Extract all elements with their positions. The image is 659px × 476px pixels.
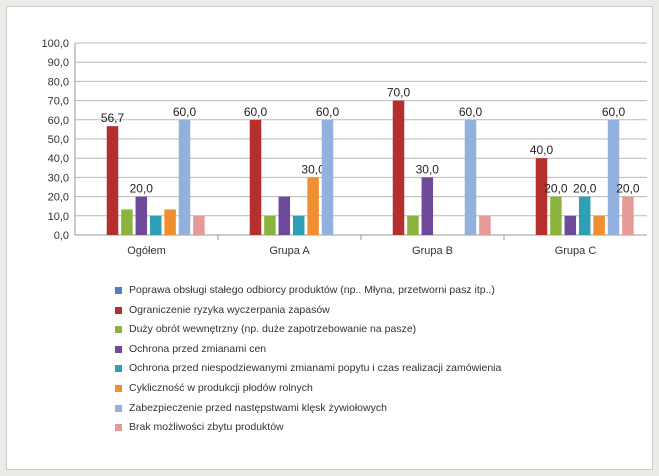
chart-frame: 0,0 10,0 20,0 30,0 40,0 50,0 60,0 70,0 80,0 90,0 1… bbox=[6, 6, 653, 470]
bar bbox=[149, 215, 162, 235]
legend-label: Ochrona przed niespodziewanymi zmianami … bbox=[129, 362, 502, 375]
bar bbox=[550, 196, 562, 235]
category-label: Grupa A bbox=[269, 245, 310, 257]
y-tick-label: 50,0 bbox=[48, 134, 69, 146]
y-tick-label: 20,0 bbox=[48, 192, 69, 204]
bar bbox=[421, 177, 434, 235]
bar bbox=[121, 209, 133, 235]
bar-chart: 0,0 10,0 20,0 30,0 40,0 50,0 60,0 70,0 80,0 90,0 1… bbox=[41, 38, 647, 257]
bar bbox=[407, 215, 419, 235]
legend-label: Duży obrót wewnętrzny (np. duże zapotrze… bbox=[129, 323, 417, 336]
legend-label: Ochrona przed zmianami cen bbox=[129, 342, 267, 355]
data-label: 20,0 bbox=[616, 182, 640, 196]
data-label: 40,0 bbox=[530, 143, 554, 157]
y-tick-label: 90,0 bbox=[48, 57, 69, 69]
bar bbox=[193, 215, 205, 235]
legend-swatch bbox=[115, 287, 122, 294]
bar bbox=[464, 119, 477, 235]
category-label: Ogółem bbox=[127, 245, 166, 257]
bar bbox=[264, 215, 276, 235]
bar bbox=[607, 119, 620, 235]
y-tick-label: 100,0 bbox=[41, 38, 69, 50]
data-label: 20,0 bbox=[573, 182, 597, 196]
bar bbox=[106, 126, 119, 235]
bar bbox=[622, 196, 634, 235]
bar bbox=[578, 196, 591, 235]
y-tick-label: 70,0 bbox=[48, 96, 69, 108]
bar bbox=[564, 215, 577, 235]
y-tick-label: 40,0 bbox=[48, 153, 69, 165]
data-label: 70,0 bbox=[387, 86, 411, 100]
category-label: Grupa C bbox=[555, 245, 597, 257]
bar bbox=[593, 215, 605, 235]
legend-swatch bbox=[115, 345, 122, 353]
data-label: 30,0 bbox=[301, 162, 325, 176]
data-label: 56,7 bbox=[101, 111, 125, 125]
legend-swatch bbox=[115, 424, 122, 432]
data-label: 60,0 bbox=[459, 105, 483, 119]
bar bbox=[178, 119, 191, 235]
y-tick-label: 10,0 bbox=[48, 211, 69, 223]
data-label: 20,0 bbox=[130, 182, 154, 196]
legend-swatch bbox=[115, 365, 122, 373]
data-label: 60,0 bbox=[173, 105, 197, 119]
data-label: 60,0 bbox=[602, 105, 626, 119]
legend-label: Ograniczenie ryzyka wyczerpania zapasów bbox=[129, 303, 330, 316]
legend-swatch bbox=[115, 326, 122, 334]
bar bbox=[292, 215, 305, 235]
legend-swatch bbox=[115, 306, 122, 314]
y-tick-label: 0,0 bbox=[54, 230, 69, 242]
bar bbox=[307, 177, 319, 235]
bar bbox=[278, 196, 291, 235]
legend-swatch bbox=[115, 385, 122, 392]
data-label: 60,0 bbox=[244, 105, 268, 119]
y-tick-label: 60,0 bbox=[48, 115, 69, 127]
bar bbox=[164, 209, 176, 235]
legend-label: Cykliczność w produkcji płodów rolnych bbox=[129, 382, 313, 394]
bar bbox=[249, 119, 262, 235]
bar bbox=[392, 100, 405, 235]
legend-label: Zabezpieczenie przed następstwami klęsk … bbox=[129, 401, 387, 414]
y-tick-label: 30,0 bbox=[48, 172, 69, 184]
data-label: 30,0 bbox=[416, 162, 440, 176]
data-label: 20,0 bbox=[544, 182, 568, 196]
legend-label: Brak możliwości zbytu produktów bbox=[129, 421, 284, 434]
legend-label: Poprawa obsługi stałego odbiorcy produkt… bbox=[129, 284, 495, 296]
legend-swatch bbox=[115, 404, 122, 412]
bar bbox=[135, 196, 148, 235]
bar bbox=[479, 215, 491, 235]
bar bbox=[321, 119, 334, 235]
y-tick-label: 80,0 bbox=[48, 76, 69, 88]
category-label: Grupa B bbox=[412, 245, 453, 257]
bar bbox=[535, 158, 548, 235]
data-label: 60,0 bbox=[316, 105, 340, 119]
